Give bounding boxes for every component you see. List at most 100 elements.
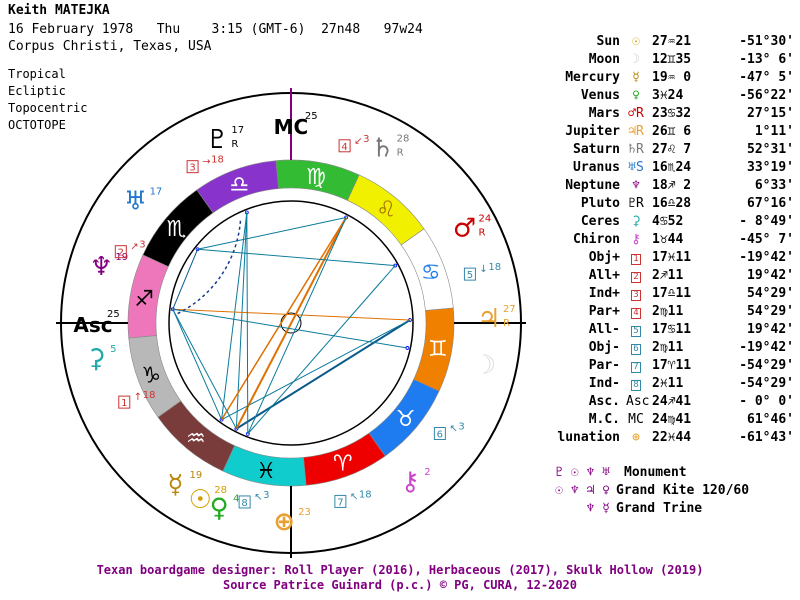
planet-position: 1♉44 xyxy=(652,232,684,247)
planet-name: All+ xyxy=(588,268,620,283)
planet-position: 2♐11 xyxy=(652,268,684,283)
planet-name: All- xyxy=(588,322,620,337)
planet-name: Pluto xyxy=(580,196,620,211)
planet-glyph-icon: ☿ xyxy=(632,70,640,85)
planet-glyph-icon: 2 xyxy=(631,272,641,283)
planet-position: 23♋32 xyxy=(652,106,692,121)
planet-11-icon: ☉ xyxy=(189,485,212,515)
planet-degree-label: 28 xyxy=(214,485,227,496)
retrograde-label: R xyxy=(231,139,238,150)
planet-1-icon: MC xyxy=(274,115,309,139)
inner-circle xyxy=(168,200,414,446)
planet-latitude: 54°29' xyxy=(747,286,794,301)
zodiac-sign-icon: ♌ xyxy=(376,197,396,222)
arrow-icon: → xyxy=(202,157,210,168)
zodiac-sign-icon: ♉ xyxy=(396,407,416,432)
planet-name: Asc. xyxy=(588,394,620,409)
planet-position: 22♓44 xyxy=(652,430,692,445)
planet-latitude: 67°16' xyxy=(747,196,794,211)
planet-name: lunation xyxy=(557,430,620,445)
aspect-line xyxy=(221,212,248,420)
planet-position: 2♍11 xyxy=(652,340,684,355)
octotope-degree-label: 3 xyxy=(363,134,369,145)
configuration-glyphs-icon: ☉ ♆ ♃ ♀ xyxy=(555,483,610,498)
zodiac-sign-icon: ♑ xyxy=(141,364,161,389)
octotope-point-8-icon xyxy=(238,495,251,509)
planet-glyph-icon: ♅S xyxy=(628,160,644,175)
planet-degree-label: 17 xyxy=(231,125,244,136)
planet-8-icon: Asc xyxy=(73,313,112,337)
planet-glyph-icon: ⚷ xyxy=(631,232,641,247)
planet-name: Jupiter xyxy=(565,124,620,139)
planet-position: 16♎28 xyxy=(652,196,692,211)
zodiac-sign-icon: ♎ xyxy=(229,172,249,197)
aspect-line xyxy=(221,319,411,421)
planet-name: Uranus xyxy=(573,160,620,175)
planet-glyph-icon: ♂R xyxy=(628,106,644,121)
zodiac-sign-icon: ♍ xyxy=(306,165,326,190)
octotope-degree-label: 18 xyxy=(488,262,501,273)
planet-position: 17♈11 xyxy=(652,358,692,373)
planet-latitude: -54°29' xyxy=(739,358,794,373)
zodiac-sign-icon: ♒ xyxy=(186,427,206,452)
planet-latitude: 61°46' xyxy=(747,412,794,427)
planet-latitude: 19°42' xyxy=(747,322,794,337)
planet-4-icon: ♃ xyxy=(477,304,500,334)
planet-position: 27♒21 xyxy=(652,34,692,49)
retrograde-label: R xyxy=(397,147,404,158)
planet-degree-label: 25 xyxy=(305,111,318,122)
birth-date-line: 16 February 1978 Thu 3:15 (GMT-6) 27n48 … xyxy=(8,22,423,37)
configuration-label: Grand Trine xyxy=(616,501,703,516)
zodiac-sign-icon: ♊ xyxy=(428,337,448,362)
planet-position: 12♊35 xyxy=(652,52,692,67)
planet-position: 24♍41 xyxy=(652,412,692,427)
option-coordinates: Ecliptic xyxy=(8,84,66,98)
octotope-degree-label: 18 xyxy=(359,489,372,500)
planet-degree-label: 25 xyxy=(107,309,120,320)
planet-latitude: -13° 6' xyxy=(739,52,794,67)
planet-position: 17♋11 xyxy=(652,322,692,337)
aspect-arc xyxy=(177,220,242,315)
retrograde-label: R xyxy=(478,228,485,239)
planet-degree-label: 28 xyxy=(397,133,410,144)
planet-latitude: 19°42' xyxy=(747,268,794,283)
planet-glyph-icon: 7 xyxy=(631,362,641,373)
configuration-glyphs-icon: ♇ ☉ ♆ ♅ xyxy=(555,465,610,480)
octotope-point-number: 8 xyxy=(241,498,247,509)
aspect-line xyxy=(235,319,411,430)
planet-name: Ind+ xyxy=(588,286,620,301)
planet-degree-label: 24 xyxy=(478,214,491,225)
planet-degree-label: 5 xyxy=(110,344,116,355)
chart-options: Tropical Ecliptic Topocentric OCTOTOPE xyxy=(8,66,87,134)
planet-name: Moon xyxy=(588,52,620,67)
octotope-degree-label: 3 xyxy=(263,490,269,501)
planet-latitude: -45° 7' xyxy=(739,232,794,247)
planet-position: 3♓24 xyxy=(652,88,684,103)
planet-glyph-icon: ☉ xyxy=(632,34,640,49)
zodiac-sector xyxy=(222,445,307,487)
octotope-degree-label: 18 xyxy=(143,390,156,401)
zodiac-sign-icon: ♐ xyxy=(134,287,154,312)
planet-degree-label: 23 xyxy=(298,507,311,518)
planet-latitude: 52°31' xyxy=(747,142,794,157)
octotope-degree-label: 18 xyxy=(211,155,224,166)
planet-name: Mars xyxy=(588,106,620,121)
planet-name: Par- xyxy=(588,358,620,373)
octotope-degree-label: 3 xyxy=(139,240,145,251)
octotope-point-number: 7 xyxy=(337,497,343,508)
planet-14-icon: ⚷ xyxy=(401,467,420,497)
planet-9-icon: ⚳ xyxy=(87,344,106,374)
planet-latitude: 6°33' xyxy=(754,178,794,193)
planet-7-icon: ♆ xyxy=(90,252,113,282)
octotope-point-6-icon xyxy=(433,427,446,441)
arrow-icon: ↖ xyxy=(449,424,457,435)
planet-degree-label: 4 xyxy=(233,493,239,504)
arrow-icon: ↓ xyxy=(479,264,487,275)
planet-glyph-icon: ⚳ xyxy=(631,214,641,229)
aspect-line xyxy=(172,309,223,420)
octotope-point-3-icon xyxy=(186,160,199,174)
planet-position: 26♊ 6 xyxy=(652,124,692,139)
footer-source: Source Patrice Guinard (p.c.) © PG, CURA… xyxy=(222,578,577,592)
zodiac-sign-icon: ♏ xyxy=(166,217,186,242)
